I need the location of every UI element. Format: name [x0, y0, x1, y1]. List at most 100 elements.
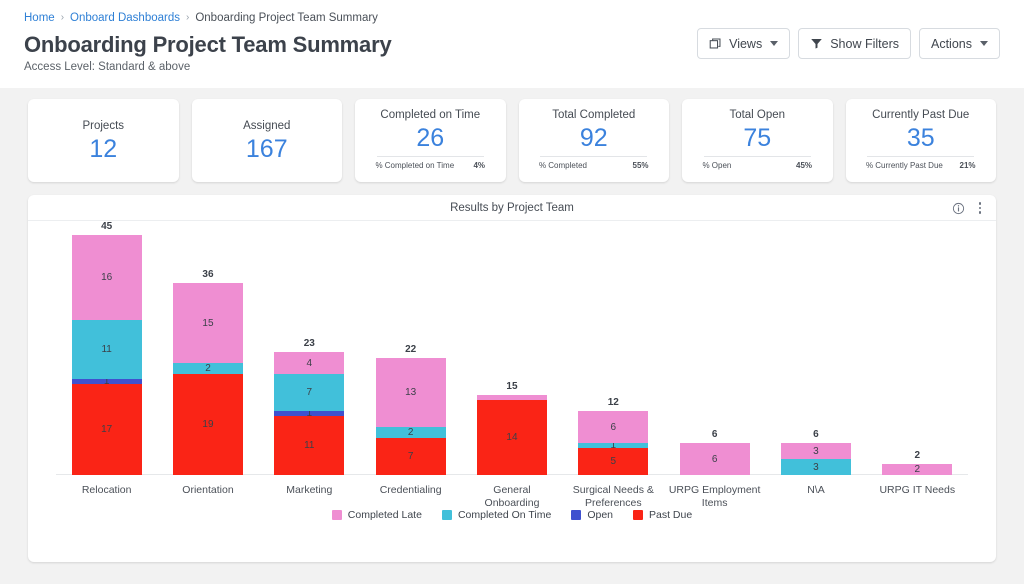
breadcrumb-separator-icon: › — [60, 12, 65, 23]
legend-item[interactable]: Open — [571, 509, 613, 521]
kpi-percent-label: % Completed on Time — [375, 161, 455, 170]
bar-segment[interactable] — [476, 395, 547, 401]
kpi-percent-value: 21% — [959, 161, 976, 170]
bar-stack[interactable]: 22 13 2 7 Credentialing — [375, 344, 446, 496]
bar-segment[interactable]: 13 — [375, 357, 446, 427]
bar-segment[interactable]: 1 — [578, 443, 649, 449]
info-circle-icon[interactable] — [952, 202, 965, 215]
kpi-label: Currently Past Due — [872, 109, 970, 121]
bar-segment[interactable]: 15 — [172, 283, 243, 363]
x-axis-label: Marketing — [286, 484, 333, 496]
kpi-value: 75 — [743, 124, 772, 152]
page-header: Home › Onboard Dashboards › Onboarding P… — [0, 0, 1024, 88]
x-axis-label: URPG IT Needs — [879, 484, 956, 496]
bar-segment[interactable]: 11 — [274, 416, 345, 475]
bar-segment[interactable]: 3 — [780, 443, 851, 459]
bar-column: 36 15 2 19 Orientation — [157, 235, 258, 496]
kpi-card-currently-past-due[interactable]: Currently Past Due 35 % Currently Past D… — [845, 99, 996, 182]
page-subtitle: Access Level: Standard & above — [24, 61, 191, 73]
kpi-card-total-completed[interactable]: Total Completed 92 % Completed 55% — [518, 99, 669, 182]
bar-stack[interactable]: 36 15 2 19 Orientation — [172, 269, 243, 496]
chart-panel-header: Results by Project Team — [28, 195, 996, 221]
show-filters-button[interactable]: Show Filters — [798, 28, 911, 59]
legend-item[interactable]: Completed Late — [331, 509, 422, 521]
breadcrumb-item-home[interactable]: Home — [24, 12, 55, 24]
kpi-card-completed-on-time[interactable]: Completed on Time 26 % Completed on Time… — [355, 99, 506, 182]
show-filters-label: Show Filters — [830, 36, 899, 51]
breadcrumb-item-current: Onboarding Project Team Summary — [195, 12, 378, 24]
legend-swatch — [633, 510, 643, 520]
header-actions: Views Show Filters Actions — [697, 28, 1000, 59]
kpi-card-row: Projects 12 Assigned 167 Completed on Ti… — [0, 88, 1024, 182]
actions-button[interactable]: Actions — [919, 28, 1000, 59]
kpi-card-projects[interactable]: Projects 12 — [28, 99, 179, 182]
bar-segment[interactable]: 1 — [274, 411, 345, 417]
bar-segment[interactable]: 7 — [274, 373, 345, 411]
bar-segment[interactable]: 17 — [71, 384, 142, 475]
legend-item[interactable]: Past Due — [633, 509, 692, 521]
kpi-value: 167 — [245, 135, 288, 163]
bar-segment[interactable]: 5 — [578, 448, 649, 475]
kpi-card-total-open[interactable]: Total Open 75 % Open 45% — [682, 99, 833, 182]
x-axis-label: Orientation — [182, 484, 234, 496]
kpi-percent-row: % Currently Past Due 21% — [866, 161, 976, 170]
bar-total-label: 45 — [101, 221, 113, 232]
kpi-percent-row: % Open 45% — [702, 161, 812, 170]
legend-label: Open — [587, 509, 613, 521]
bar-segment[interactable]: 7 — [375, 437, 446, 475]
bar-column: 6 3 3 N\A — [765, 235, 866, 496]
breadcrumb-item-onboard-dashboards[interactable]: Onboard Dashboards — [70, 12, 180, 24]
bar-stack[interactable]: 15 14 General Onboarding — [476, 381, 547, 509]
x-axis-label: Relocation — [81, 484, 132, 496]
kpi-percent-value: 4% — [473, 161, 486, 170]
kpi-label: Assigned — [243, 120, 291, 132]
funnel-icon — [810, 37, 823, 50]
bar-segment[interactable]: 2 — [375, 427, 446, 438]
bar-column: 2347111Marketing — [259, 235, 360, 496]
kpi-divider — [867, 156, 975, 157]
bar-stack[interactable]: 12 615 Surgical Needs & Preferences — [573, 397, 654, 509]
bar-segment[interactable]: 6 — [679, 443, 750, 475]
bar-segment[interactable]: 2 — [882, 464, 953, 475]
bar-column: 2 2 URPG IT Needs — [867, 235, 968, 496]
bar-segment[interactable]: 19 — [172, 373, 243, 475]
bar-stack[interactable]: 451611117Relocation — [71, 221, 142, 496]
bar-stack[interactable]: 6 3 3 N\A — [780, 429, 851, 496]
chart-title: Results by Project Team — [450, 201, 574, 214]
bar-total-label: 12 — [607, 397, 619, 408]
bar-segment[interactable]: 1 — [71, 379, 142, 385]
bar-segment[interactable]: 2 — [172, 363, 243, 374]
kpi-divider — [703, 156, 811, 157]
bar-total-label: 36 — [202, 269, 214, 280]
views-button[interactable]: Views — [697, 28, 791, 59]
legend-label: Completed Late — [347, 509, 422, 521]
legend-label: Completed On Time — [457, 509, 552, 521]
kpi-card-assigned[interactable]: Assigned 167 — [191, 99, 342, 182]
kpi-value: 35 — [906, 124, 935, 152]
bar-segment[interactable]: 11 — [71, 320, 142, 379]
chart-legend: Completed Late Completed On Time Open Past … — [38, 509, 986, 521]
bar-segment[interactable]: 4 — [274, 352, 345, 374]
bar-column: 6 6 URPG Employment Items — [664, 235, 765, 509]
kpi-divider — [376, 156, 484, 157]
bar-column: 15 14 General Onboarding — [461, 235, 562, 509]
bar-segment[interactable]: 14 — [476, 400, 547, 475]
x-axis-label: General Onboarding — [484, 484, 540, 509]
stacked-bar-chart: 451611117Relocation3615219Orientation234… — [38, 221, 986, 531]
kpi-label: Total Completed — [552, 109, 636, 121]
legend-swatch — [441, 510, 452, 520]
bar-stack[interactable]: 6 6 URPG Employment Items — [669, 429, 761, 509]
kpi-divider — [540, 156, 648, 157]
x-axis-label: Credentialing — [379, 484, 442, 496]
legend-item[interactable]: Completed On Time — [441, 509, 552, 521]
bar-stack[interactable]: 2347111Marketing — [274, 338, 345, 496]
bar-total-label: 2 — [914, 450, 921, 462]
actions-label: Actions — [931, 36, 972, 51]
kpi-percent-value: 45% — [796, 161, 813, 170]
bar-segment[interactable]: 3 — [780, 459, 851, 475]
bar-stack[interactable]: 2 2 URPG IT Needs — [879, 450, 955, 496]
kebab-menu-icon[interactable] — [976, 200, 985, 216]
bar-segment[interactable]: 16 — [71, 235, 142, 321]
bar-segment[interactable]: 6 — [578, 411, 649, 443]
kpi-label: Completed on Time — [380, 109, 481, 121]
